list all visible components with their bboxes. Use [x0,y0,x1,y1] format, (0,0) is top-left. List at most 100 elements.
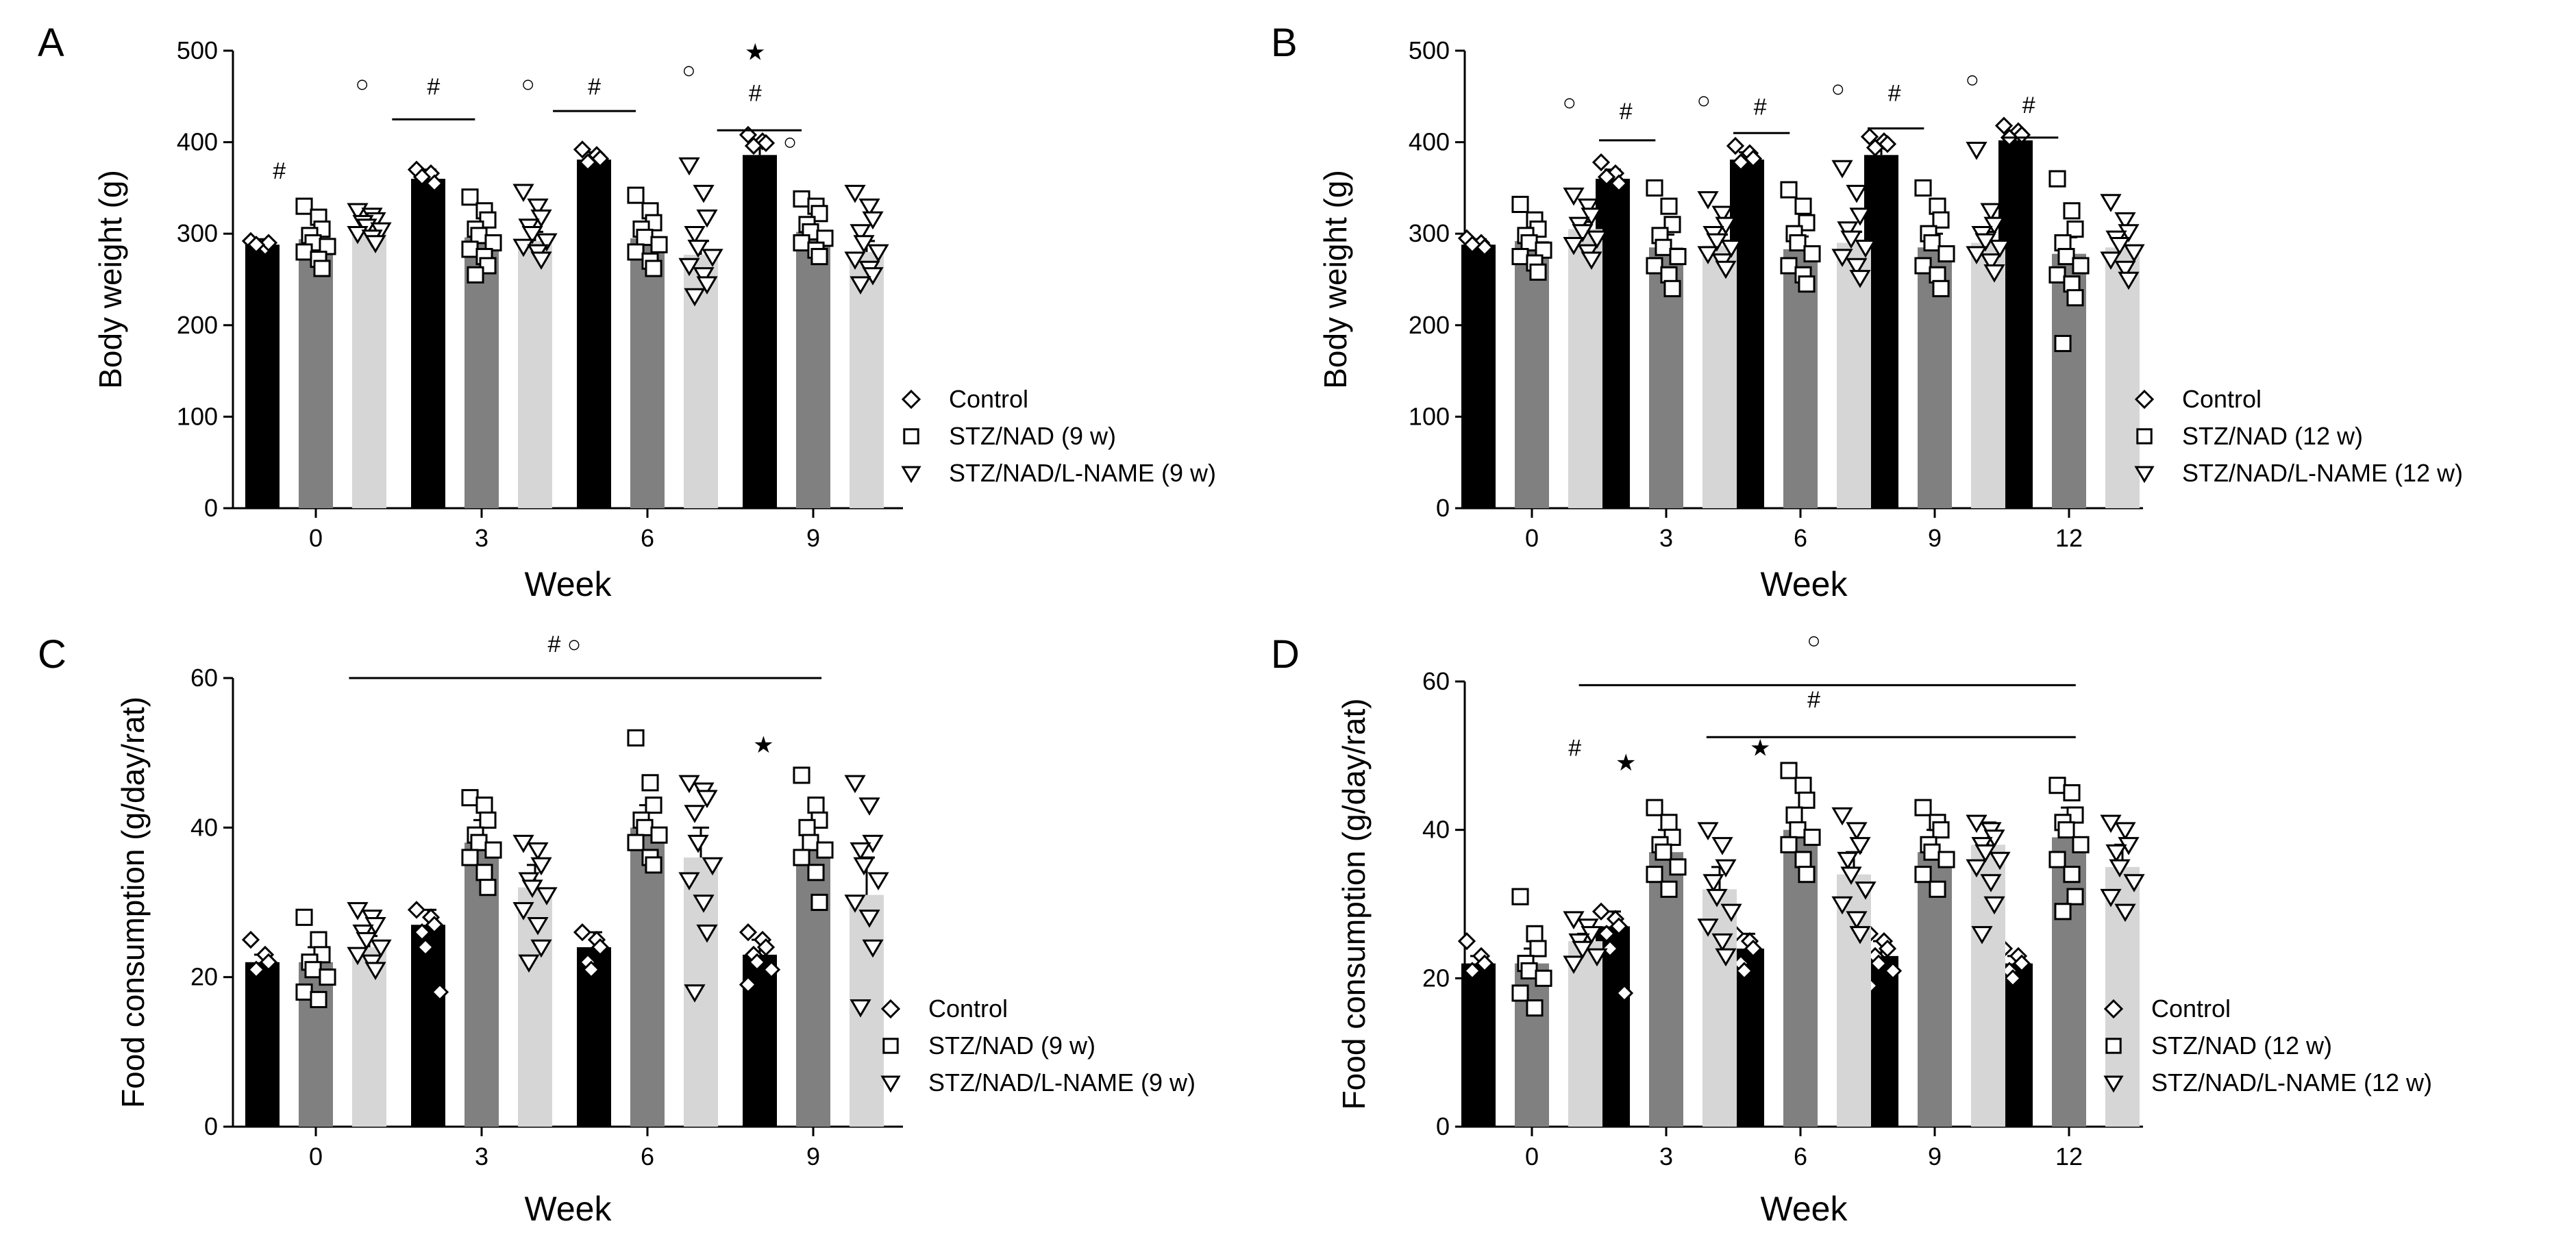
data-point [578,153,597,172]
legend-label: STZ/NAD/L-NAME (12 w) [2151,1068,2432,1097]
y-axis-label: Food consumption (g/day/rat) [1336,699,1372,1110]
y-tick-label: 0 [204,1112,218,1140]
data-point [1989,851,2011,871]
legend-marker [901,389,921,410]
data-point [2063,784,2081,802]
significance-marker: ★ [1615,750,1636,776]
data-point [2118,271,2140,290]
data-point [1735,962,1754,980]
data-point [1983,216,2005,236]
legend-marker [882,1038,899,1054]
significance-marker: # [1888,80,1901,106]
bar [2105,247,2140,508]
bar [796,850,830,1127]
data-point [530,857,552,876]
data-point [1932,279,1950,297]
data-point [641,774,659,792]
y-tick-label: 20 [190,963,218,991]
data-point [1529,263,1547,281]
y-tick-label: 200 [177,311,218,339]
legend-label: Control [928,994,1008,1023]
data-point [1711,205,1733,225]
data-point [304,961,322,979]
data-point [867,244,889,263]
data-point [1780,181,1798,199]
data-point [1923,843,1941,861]
data-point [798,818,816,836]
data-point [1914,799,1932,816]
data-point [1840,230,1862,249]
data-point [684,288,706,307]
data-point [810,248,828,266]
data-point [1803,245,1821,263]
data-point [1966,859,1987,878]
legend-marker [2105,1038,2122,1054]
x-axis-label: Week [1761,565,1848,603]
data-point [1529,940,1547,957]
data-point [793,190,810,208]
data-point [1646,866,1663,884]
significance-marker: ○ [1563,90,1577,116]
y-tick-label: 60 [190,664,218,692]
bar [1702,245,1737,508]
data-point [684,984,706,1003]
data-point [2072,836,2090,853]
data-point [1794,851,1812,868]
x-tick-label: 3 [475,1142,488,1170]
data-point [467,266,484,284]
data-point [1711,933,1733,952]
data-point [2072,257,2090,275]
bar [1971,242,2005,508]
y-tick-label: 400 [1409,128,1450,156]
data-point [1840,866,1862,885]
data-point [693,184,715,203]
data-point [1463,962,1482,980]
data-point [530,251,552,270]
data-point [739,975,758,994]
data-point [1511,248,1529,266]
data-point [739,923,758,942]
data-point [1837,221,1859,240]
bar [1461,245,1496,508]
bar [577,159,611,508]
data-point [1983,896,2005,915]
data-point [1866,138,1885,157]
data-point [1609,917,1628,936]
data-point [2063,866,2081,884]
y-axis-label: Body weight (g) [92,170,128,389]
data-point [319,238,336,255]
data-point [1720,239,1742,258]
significance-marker: ○ [355,71,369,97]
data-point [2063,202,2081,220]
data-point [850,999,871,1018]
legend-label: Control [2151,994,2231,1023]
data-point [1798,275,1816,293]
data-point [2054,903,2072,921]
data-point [2012,954,2031,973]
data-point [1702,874,1724,892]
significance-marker: # [749,80,762,106]
data-point [1715,260,1737,279]
data-point [1586,948,1608,967]
data-point [2054,334,2072,353]
data-point [259,234,278,252]
significance-marker: # [427,74,440,100]
data-point [1600,939,1620,958]
y-tick-label: 300 [177,219,218,247]
panel-label: B [1271,21,1298,65]
data-point [1475,954,1494,973]
data-point [693,267,715,286]
data-point [807,864,825,881]
y-axis-label: Body weight (g) [1317,170,1353,389]
data-point [862,939,884,958]
data-point [512,184,534,203]
data-point [807,797,825,814]
bar [411,179,445,508]
data-point [1914,257,1932,275]
data-point [530,939,552,958]
data-point [319,968,336,986]
data-point [1878,939,1897,958]
data-point [407,901,426,919]
data-point [756,938,776,957]
